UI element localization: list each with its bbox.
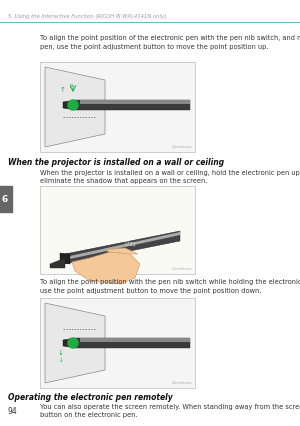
Bar <box>40 186 195 274</box>
Bar <box>75 100 190 110</box>
Polygon shape <box>60 253 70 264</box>
Polygon shape <box>105 248 138 254</box>
Text: When the projector is installed on a wall or ceiling: When the projector is installed on a wal… <box>8 158 224 167</box>
Polygon shape <box>45 303 105 383</box>
Polygon shape <box>65 231 180 264</box>
Text: 1785: 1785 <box>124 241 136 248</box>
Polygon shape <box>45 67 105 147</box>
Polygon shape <box>63 100 75 110</box>
Text: ↓: ↓ <box>59 357 63 363</box>
Text: Operating the electronic pen remotely: Operating the electronic pen remotely <box>8 393 173 402</box>
Bar <box>0 186 12 212</box>
Polygon shape <box>63 338 75 348</box>
Polygon shape <box>72 252 140 284</box>
Bar <box>40 62 195 152</box>
Bar <box>80 338 190 342</box>
Bar <box>80 100 190 104</box>
Circle shape <box>68 100 78 110</box>
Text: ↓: ↓ <box>58 350 64 356</box>
Text: To align the point position with the pen nib switch while holding the electronic: To align the point position with the pen… <box>40 279 300 294</box>
Text: You can also operate the screen remotely. When standing away from the screen, us: You can also operate the screen remotely… <box>40 404 300 418</box>
Text: 5. Using the Interactive Function (RICOH PJ WXL4141N only): 5. Using the Interactive Function (RICOH… <box>8 14 166 19</box>
Circle shape <box>68 338 78 348</box>
Text: ↑: ↑ <box>60 87 66 93</box>
Bar <box>40 298 195 388</box>
Text: Continues: Continues <box>171 267 192 271</box>
Text: When the projector is installed on a wall or ceiling, hold the electronic pen up: When the projector is installed on a wal… <box>40 170 300 184</box>
Text: Continues: Continues <box>171 145 192 149</box>
Polygon shape <box>50 258 65 268</box>
Text: 94: 94 <box>8 407 18 416</box>
Text: To align the point position of the electronic pen with the pen nib switch, and n: To align the point position of the elect… <box>40 35 300 49</box>
Text: 6: 6 <box>2 195 8 204</box>
Bar <box>75 338 190 348</box>
Text: P•: P• <box>70 84 76 89</box>
Polygon shape <box>70 232 180 259</box>
Text: Continues: Continues <box>171 381 192 385</box>
